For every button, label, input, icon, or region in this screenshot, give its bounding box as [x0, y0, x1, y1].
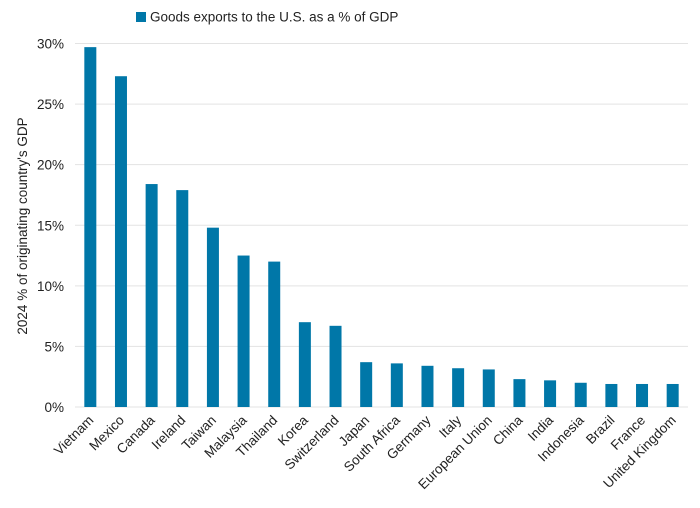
- bar-malaysia: [237, 255, 250, 407]
- bar-south-africa: [390, 363, 403, 407]
- bar-italy: [452, 368, 465, 407]
- x-tick-label: Vietnam: [51, 413, 96, 458]
- legend: Goods exports to the U.S. as a % of GDP: [136, 10, 398, 25]
- bar-switzerland: [329, 325, 342, 407]
- bar-brazil: [605, 383, 618, 407]
- y-tick-label: 30%: [37, 37, 64, 52]
- bar-european-union: [482, 369, 495, 407]
- y-tick-label: 25%: [37, 97, 64, 112]
- y-tick-label: 15%: [37, 218, 64, 233]
- bar-korea: [298, 322, 311, 407]
- y-tick-label: 0%: [44, 400, 64, 415]
- y-tick-label: 5%: [44, 339, 64, 354]
- bar-united-kingdom: [666, 383, 679, 407]
- bar-thailand: [268, 261, 281, 407]
- bar-mexico: [114, 76, 127, 407]
- y-tick-label: 20%: [37, 158, 64, 173]
- bar-taiwan: [206, 227, 219, 407]
- x-tick-label: China: [490, 412, 526, 448]
- bar-indonesia: [574, 382, 587, 407]
- legend-label: Goods exports to the U.S. as a % of GDP: [150, 10, 398, 25]
- bar-canada: [145, 184, 158, 407]
- bar-india: [544, 380, 557, 407]
- bar-vietnam: [84, 47, 97, 407]
- legend-swatch: [136, 12, 146, 22]
- y-axis-ticks: 0% 5% 10% 15% 20% 25% 30%: [37, 37, 64, 416]
- bars: [84, 47, 679, 407]
- bar-germany: [421, 365, 434, 407]
- bar-japan: [360, 362, 373, 407]
- bar-france: [636, 383, 649, 407]
- gridlines: [75, 43, 688, 408]
- bar-ireland: [176, 190, 189, 407]
- x-axis-labels: VietnamMexicoCanadaIrelandTaiwanMalaysia…: [51, 412, 679, 492]
- y-tick-label: 10%: [37, 279, 64, 294]
- y-axis-title: 2024 % of originating country's GDP: [15, 117, 30, 334]
- bar-china: [513, 379, 526, 407]
